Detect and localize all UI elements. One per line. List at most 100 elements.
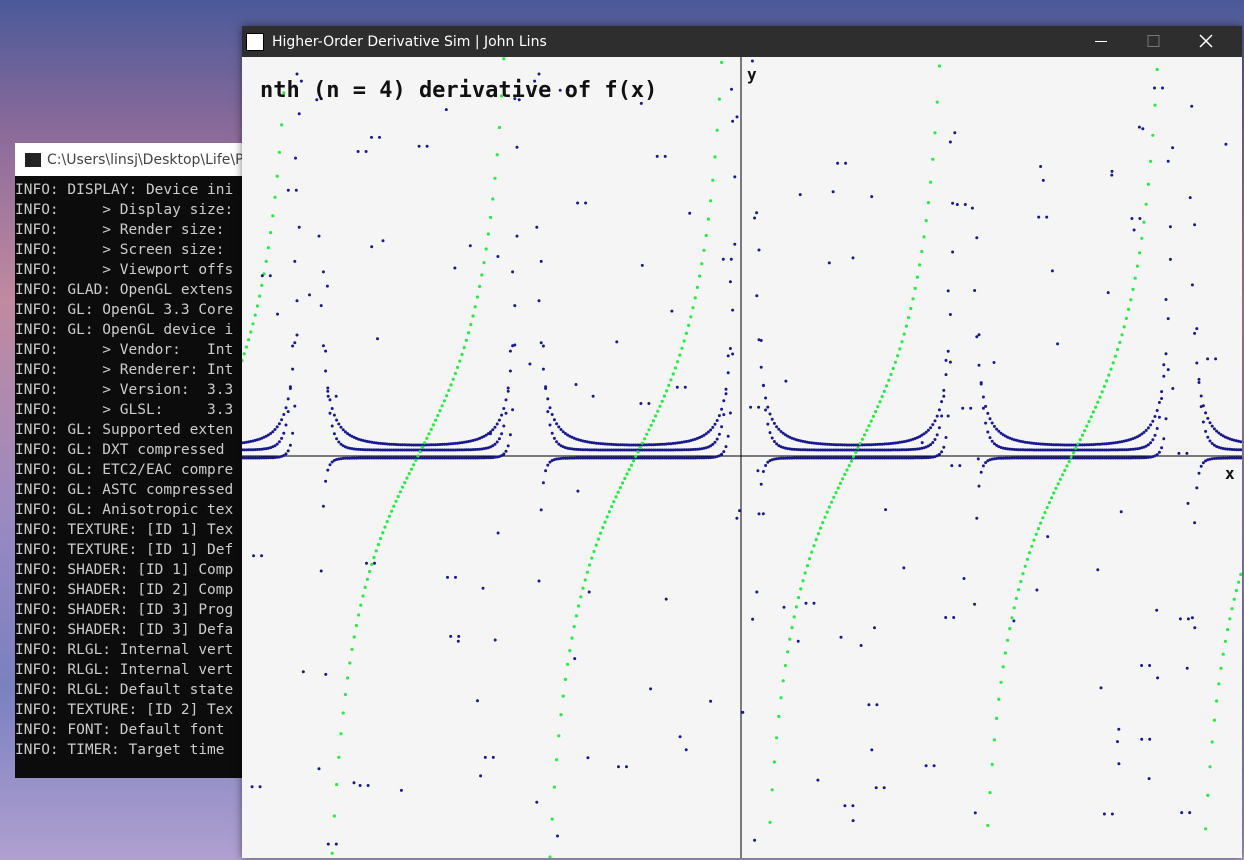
plot-dot	[990, 439, 994, 443]
plot-dot	[662, 394, 666, 398]
plot-dot	[1052, 491, 1056, 495]
plot-dot	[693, 456, 697, 460]
plot-dot	[370, 245, 374, 249]
plot-dot	[1111, 361, 1115, 365]
plot-dot	[876, 456, 880, 460]
maximize-button[interactable]	[1147, 35, 1160, 47]
plot-dot	[1155, 409, 1159, 412]
plot-dot	[667, 442, 671, 446]
plot-dot	[1204, 411, 1208, 415]
plot-dot	[326, 394, 330, 398]
plot-dot	[573, 657, 577, 661]
plot-dot	[636, 456, 640, 460]
plot-dot	[365, 561, 368, 565]
plot-dot	[401, 443, 405, 447]
plot-dot	[1232, 597, 1236, 601]
plot-dot	[352, 447, 356, 451]
plot-dot	[1201, 404, 1205, 408]
plot-dot	[638, 456, 642, 460]
app-window[interactable]: Higher-Order Derivative Sim | John Lins …	[242, 26, 1242, 858]
plot-dot	[896, 456, 900, 460]
plot-dot	[662, 448, 666, 452]
plot-dot	[383, 456, 387, 460]
plot-dot	[781, 431, 785, 435]
plot-dot	[867, 703, 871, 707]
plot-dot	[1140, 737, 1144, 741]
plot-dot	[579, 448, 583, 452]
plot-dot	[423, 456, 427, 460]
plot-dot	[1166, 368, 1170, 372]
plot-dot	[258, 456, 262, 460]
plot-dot	[1149, 159, 1153, 163]
plot-dot	[319, 97, 323, 101]
plot-dot	[460, 456, 464, 460]
plot-dot	[500, 432, 504, 436]
plot-dot	[273, 195, 277, 199]
plot-dot	[610, 442, 614, 446]
plot-dot	[1043, 442, 1047, 446]
plot-dot	[625, 448, 629, 452]
plot-dot	[346, 432, 350, 436]
plot-dot	[915, 456, 919, 460]
plot-dot	[1050, 269, 1054, 273]
plot-dot	[1109, 456, 1113, 460]
plot-dot	[451, 442, 455, 446]
plot-dot	[271, 430, 275, 434]
plot-dot	[574, 456, 578, 460]
plot-dot	[1208, 765, 1212, 769]
plot-dot	[801, 456, 805, 460]
plot-dot	[1186, 617, 1190, 621]
plot-dot	[843, 456, 847, 460]
plot-dot	[390, 456, 394, 460]
plot-dot	[975, 236, 979, 240]
plot-dot	[682, 448, 686, 452]
plot-dot	[1193, 331, 1197, 335]
plot-dot	[596, 441, 600, 445]
plot-dot	[482, 456, 486, 460]
plot-dot	[418, 450, 422, 454]
plot-dot	[1032, 448, 1036, 452]
plot-dot	[590, 441, 594, 445]
plot-dot	[684, 748, 688, 752]
plot-dot	[819, 456, 823, 460]
plot-dot	[904, 448, 908, 452]
plot-dot	[1212, 718, 1216, 722]
plot-dot	[387, 514, 391, 518]
plot-dot	[365, 448, 369, 452]
plot-dot	[1085, 424, 1089, 428]
plot-dot	[940, 400, 944, 404]
window-controls	[1095, 34, 1213, 48]
plot-dot	[706, 217, 710, 221]
plot-dot	[552, 785, 556, 789]
plot-dot	[555, 758, 559, 762]
plot-dot	[403, 456, 407, 460]
plot-dot	[1140, 456, 1144, 460]
plot-dot	[483, 755, 487, 759]
plot-dot	[1041, 178, 1045, 182]
plot-dot	[643, 456, 647, 460]
close-button[interactable]	[1199, 34, 1213, 48]
plot-dot	[1041, 448, 1045, 452]
plot-dot	[627, 443, 631, 447]
plot-dot	[671, 441, 675, 445]
plot-dot	[649, 448, 653, 452]
plot-dot	[1117, 727, 1121, 731]
plot-dot	[376, 441, 380, 445]
plot-dot	[407, 448, 411, 452]
plot-dot	[616, 443, 620, 447]
console-window[interactable]: C:\Users\linsj\Desktop\Life\Pr INFO: DIS…	[15, 143, 255, 778]
plot-dot	[585, 456, 589, 460]
plot-dot	[788, 456, 792, 460]
plot-dot	[1091, 410, 1095, 414]
app-title-bar[interactable]: Higher-Order Derivative Sim | John Lins	[242, 26, 1242, 57]
console-line: INFO: SHADER: [ID 3] Prog	[15, 602, 234, 618]
plot-dot	[381, 239, 385, 243]
plot-dot	[282, 431, 286, 435]
plot-dot	[352, 635, 356, 639]
console-title-bar[interactable]: C:\Users\linsj\Desktop\Life\Pr	[15, 143, 255, 176]
plot-dot	[1146, 443, 1150, 447]
plot-dot	[1025, 456, 1029, 460]
plot-dot	[299, 79, 303, 83]
plot-dot	[891, 456, 895, 460]
plot-dot	[687, 456, 691, 460]
